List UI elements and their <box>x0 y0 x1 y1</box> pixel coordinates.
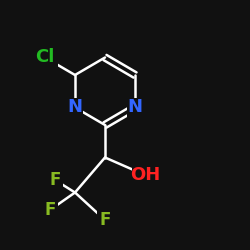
FancyBboxPatch shape <box>67 98 83 117</box>
FancyBboxPatch shape <box>32 48 58 67</box>
FancyBboxPatch shape <box>42 200 58 220</box>
FancyBboxPatch shape <box>47 170 63 190</box>
Text: Cl: Cl <box>35 48 55 66</box>
Text: F: F <box>44 201 56 219</box>
FancyBboxPatch shape <box>127 98 143 117</box>
Text: N: N <box>128 98 142 116</box>
FancyBboxPatch shape <box>97 210 113 230</box>
Text: N: N <box>68 98 82 116</box>
Text: F: F <box>49 171 61 189</box>
Text: F: F <box>99 211 111 229</box>
Text: OH: OH <box>130 166 160 184</box>
FancyBboxPatch shape <box>132 166 158 184</box>
